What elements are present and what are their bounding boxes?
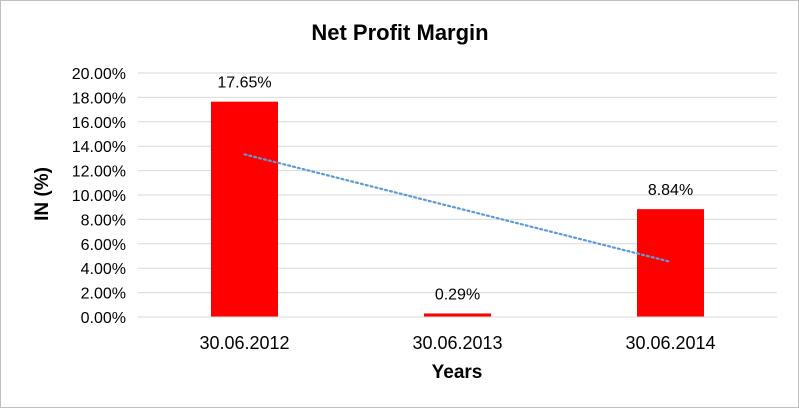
y-tick-label: 12.00% bbox=[72, 164, 126, 181]
x-axis-title: Years bbox=[432, 362, 483, 383]
y-tick-label: 20.00% bbox=[72, 66, 126, 83]
bar bbox=[424, 313, 491, 317]
y-tick-label: 4.00% bbox=[81, 261, 126, 278]
y-tick-label: 8.00% bbox=[81, 212, 126, 229]
y-tick-label: 16.00% bbox=[72, 115, 126, 132]
trendline bbox=[243, 153, 672, 263]
data-label: 8.84% bbox=[648, 182, 693, 199]
category-label: 30.06.2013 bbox=[412, 333, 502, 353]
y-tick-label: 0.00% bbox=[81, 310, 126, 327]
data-labels: 17.65% 0.29% 8.84% bbox=[217, 75, 693, 304]
y-axis-title: IN (%) bbox=[32, 167, 53, 221]
data-label: 17.65% bbox=[217, 75, 271, 92]
category-labels: 30.06.2012 30.06.2013 30.06.2014 bbox=[199, 333, 715, 353]
y-tick-label: 10.00% bbox=[72, 188, 126, 205]
chart-title: Net Profit Margin bbox=[311, 20, 488, 45]
bar bbox=[637, 209, 704, 317]
y-tick-label: 2.00% bbox=[81, 286, 126, 303]
y-axis-ticks: 0.00% 2.00% 4.00% 6.00% 8.00% 10.00% 12.00% 14.… bbox=[72, 66, 126, 327]
y-tick-label: 6.00% bbox=[81, 237, 126, 254]
y-tick-label: 14.00% bbox=[72, 139, 126, 156]
y-tick-label: 18.00% bbox=[72, 90, 126, 107]
data-label: 0.29% bbox=[435, 286, 480, 303]
category-label: 30.06.2014 bbox=[625, 333, 715, 353]
category-label: 30.06.2012 bbox=[199, 333, 289, 353]
bar bbox=[211, 101, 278, 317]
bars bbox=[211, 101, 704, 317]
